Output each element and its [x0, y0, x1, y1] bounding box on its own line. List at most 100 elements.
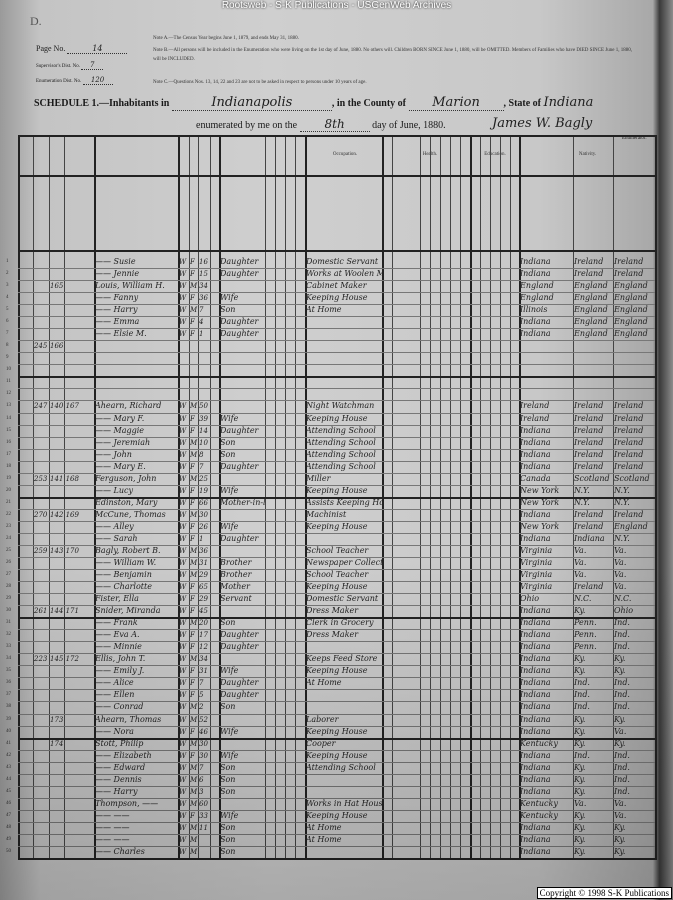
- cell-rel: Son: [220, 834, 236, 844]
- row-number: 2: [6, 271, 9, 277]
- cell-rel: Brother: [220, 570, 252, 580]
- cell-dw: 223: [34, 655, 48, 664]
- cell-bm: Ky.: [614, 654, 626, 664]
- cell-bm: Va.: [614, 545, 627, 555]
- cell-color: W: [179, 498, 187, 507]
- cell-age: 60: [199, 799, 208, 808]
- cell-b: Indiana: [520, 317, 551, 327]
- cell-dw: [34, 581, 50, 593]
- cell-sex: F: [190, 534, 195, 543]
- cell-bm: Ind.: [614, 750, 630, 760]
- column-rule: [655, 135, 657, 860]
- cell-b: Virginia: [520, 582, 553, 592]
- cell-bm: Ky.: [614, 666, 626, 676]
- cell-rel: [220, 509, 265, 521]
- cell-dw: [34, 388, 50, 400]
- cell-name: —— Edward: [95, 762, 146, 772]
- cell-name: —— Mary E.: [95, 461, 146, 471]
- cell-dw: [34, 677, 50, 689]
- cell-bm: Ohio: [614, 606, 634, 616]
- cell-occ: Keeping House: [306, 485, 368, 495]
- cell-bf: Va.: [574, 798, 587, 808]
- cell-name: Stott, Philip: [95, 738, 144, 748]
- cell-dw: [34, 364, 50, 376]
- cell-age: 31: [199, 667, 208, 676]
- cell-name: —— Charles: [95, 846, 145, 856]
- cell-b: Indiana: [520, 750, 551, 760]
- cell-rel: Wife: [220, 810, 239, 820]
- cell-fam: 144 171: [50, 607, 79, 616]
- cell-b: Ohio: [520, 594, 540, 604]
- cell-occ: At Home: [306, 834, 342, 844]
- cell-name: [95, 340, 178, 352]
- cell-bf: Ky.: [574, 834, 586, 844]
- cell-occ: Domestic Servant: [306, 257, 379, 266]
- cell-fam: [50, 726, 94, 738]
- row-number: 43: [6, 764, 11, 770]
- cell-rel: Wife: [220, 413, 239, 423]
- cell-dw: [34, 569, 50, 581]
- cell-rel: Wife: [220, 666, 239, 676]
- cell-color: W: [179, 667, 187, 676]
- cell-dw: [34, 617, 50, 629]
- cell-bf: Ireland: [574, 257, 604, 266]
- cell-color: W: [179, 510, 187, 519]
- row-rule: [18, 833, 655, 835]
- cell-dw: [34, 376, 50, 388]
- cell-age: 4: [199, 318, 204, 327]
- cell-bm: [614, 352, 655, 364]
- cell-bf: Ky.: [574, 714, 586, 724]
- cell-rel: Son: [220, 762, 236, 772]
- cell-rel: [220, 738, 265, 750]
- cell-name: —— Benjamin: [95, 570, 152, 580]
- cell-rel: Wife: [220, 521, 239, 531]
- cell-color: W: [179, 835, 187, 844]
- cell-age: 15: [199, 270, 208, 279]
- cell-dw: [34, 461, 50, 473]
- cell-age: 29: [199, 571, 208, 580]
- row-number: 11: [6, 379, 11, 385]
- cell-occ: [306, 376, 382, 388]
- cell-bm: Ky.: [614, 822, 626, 832]
- cell-occ: School Teacher: [306, 545, 369, 555]
- row-number: 42: [6, 752, 11, 758]
- cell-fam: [50, 425, 94, 437]
- cell-fam: 143 170: [50, 546, 79, 555]
- cell-age: [199, 388, 211, 400]
- cell-b: Indiana: [520, 774, 551, 784]
- row-number: 21: [6, 499, 11, 505]
- cell-sex: F: [190, 486, 195, 495]
- cell-dw: [34, 714, 50, 726]
- cell-color: W: [179, 474, 187, 483]
- row-number: 44: [6, 776, 11, 782]
- cell-fam: [50, 762, 94, 774]
- cell-fam: [50, 461, 94, 473]
- cell-occ: At Home: [306, 822, 342, 832]
- cell-bf: [574, 388, 613, 400]
- row-rule: [18, 617, 655, 620]
- nativity-header: Nativity.: [578, 152, 597, 157]
- cell-b: England: [520, 293, 554, 303]
- cell-bf: [574, 340, 613, 352]
- cell-fam: 166: [50, 342, 64, 351]
- cell-color: W: [179, 739, 187, 748]
- cell-bf: Ky.: [574, 654, 586, 664]
- cell-occ: Dress Maker: [306, 630, 359, 640]
- cell-rel: [220, 545, 265, 557]
- cell-fam: 141 168: [50, 474, 79, 483]
- cell-fam: 142 169: [50, 510, 79, 519]
- row-rule: [18, 785, 655, 787]
- cell-bf: Va.: [574, 558, 587, 567]
- row-number: 31: [6, 620, 11, 626]
- cell-bf: Ireland: [574, 413, 604, 423]
- cell-color: W: [179, 294, 187, 303]
- cell-rel: [220, 280, 265, 292]
- cell-occ: Attending School: [306, 461, 376, 471]
- cell-age: 31: [199, 559, 208, 567]
- cell-color: W: [179, 258, 187, 266]
- cell-rel: Son: [220, 774, 236, 784]
- cell-bf: Ind.: [574, 702, 590, 712]
- cell-dw: 270: [34, 510, 48, 519]
- cell-sex: F: [190, 595, 195, 604]
- cell-sex: F: [190, 679, 195, 688]
